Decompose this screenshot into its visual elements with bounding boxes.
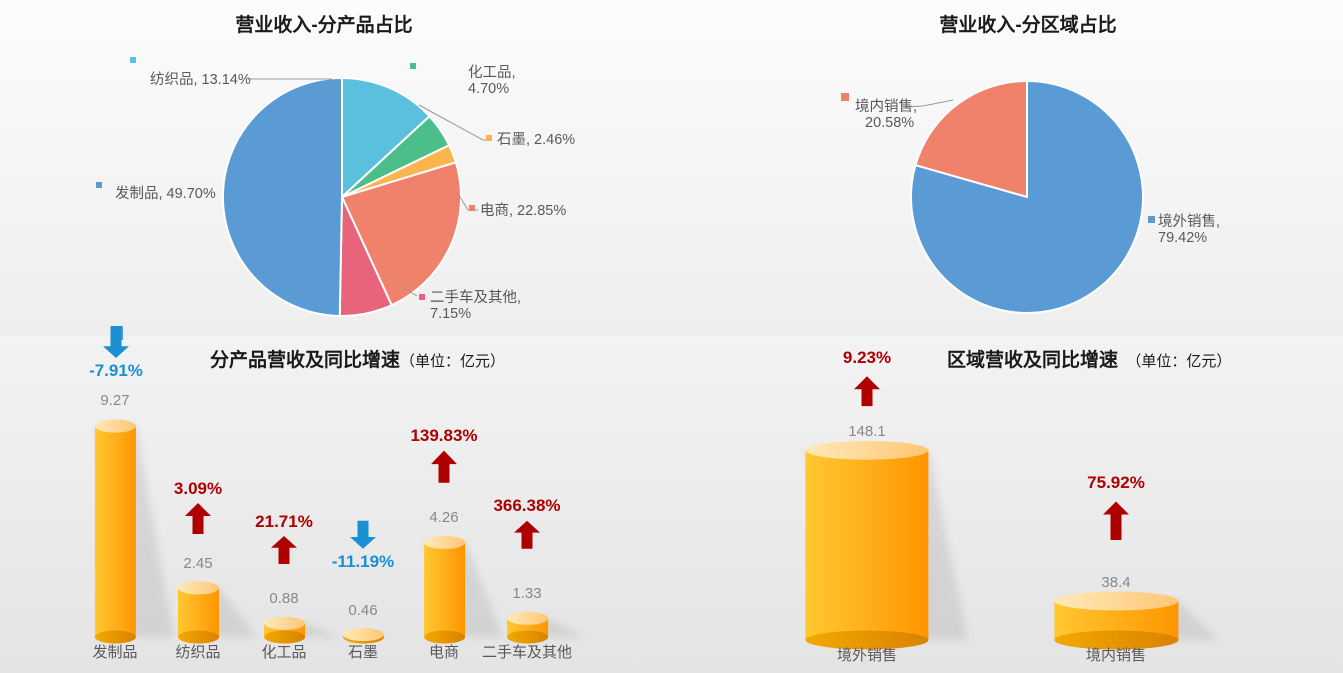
- svg-text:79.42%: 79.42%: [1158, 230, 1207, 246]
- svg-text:纺织品: 纺织品: [175, 644, 220, 661]
- svg-text:电商, 22.85%: 电商, 22.85%: [480, 202, 566, 219]
- svg-text:9.23%: 9.23%: [843, 348, 891, 367]
- svg-text:9.27: 9.27: [100, 392, 129, 409]
- svg-text:0.46: 0.46: [348, 602, 377, 619]
- svg-text:二手车及其他,: 二手车及其他,: [430, 289, 521, 306]
- svg-text:139.83%: 139.83%: [410, 426, 477, 445]
- svg-text:148.1: 148.1: [848, 423, 886, 440]
- svg-text:4.70%: 4.70%: [468, 81, 509, 97]
- svg-text:-7.91%: -7.91%: [89, 361, 143, 380]
- svg-text:电商: 电商: [429, 644, 459, 661]
- svg-text:化工品,: 化工品,: [468, 64, 516, 81]
- svg-text:发制品, 49.70%: 发制品, 49.70%: [115, 185, 216, 202]
- svg-text:4.26: 4.26: [429, 509, 458, 526]
- svg-text:20.58%: 20.58%: [865, 115, 914, 131]
- svg-text:21.71%: 21.71%: [255, 512, 313, 531]
- svg-text:366.38%: 366.38%: [493, 496, 560, 515]
- svg-text:1.33: 1.33: [512, 585, 541, 602]
- svg-text:石墨, 2.46%: 石墨, 2.46%: [497, 132, 575, 148]
- svg-text:发制品: 发制品: [92, 644, 137, 661]
- svg-text:38.4: 38.4: [1101, 574, 1130, 591]
- svg-text:石墨: 石墨: [348, 644, 378, 661]
- svg-text:境外销售,: 境外销售,: [1158, 212, 1220, 230]
- svg-text:75.92%: 75.92%: [1087, 473, 1145, 492]
- svg-text:2.45: 2.45: [183, 555, 212, 572]
- svg-text:3.09%: 3.09%: [174, 479, 222, 498]
- svg-text:0.88: 0.88: [269, 590, 298, 607]
- svg-text:7.15%: 7.15%: [430, 306, 471, 322]
- svg-text:境内销售: 境内销售: [1086, 646, 1146, 664]
- svg-text:纺织品, 13.14%: 纺织品, 13.14%: [150, 71, 251, 88]
- svg-text:境外销售: 境外销售: [837, 646, 897, 664]
- svg-text:二手车及其他: 二手车及其他: [482, 644, 572, 661]
- svg-text:-11.19%: -11.19%: [332, 552, 394, 571]
- svg-text:化工品: 化工品: [261, 644, 306, 661]
- svg-text:境内销售,: 境内销售,: [855, 97, 917, 115]
